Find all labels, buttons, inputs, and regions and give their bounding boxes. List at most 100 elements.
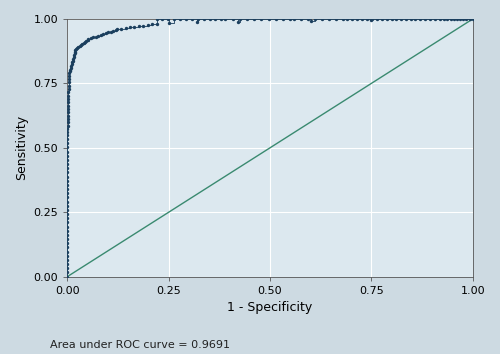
Point — [459, 16, 467, 22]
Y-axis label: Sensitivity: Sensitivity — [15, 115, 28, 181]
Point — [311, 16, 319, 22]
Point — [64, 123, 72, 129]
Point — [67, 65, 75, 70]
Point — [468, 16, 476, 22]
Point — [102, 30, 110, 36]
Point — [64, 120, 72, 125]
Point — [66, 70, 74, 76]
Point — [64, 170, 72, 175]
Point — [64, 253, 72, 259]
Point — [67, 63, 75, 69]
Point — [348, 16, 356, 22]
Point — [64, 153, 72, 159]
Point — [440, 16, 448, 22]
Point — [152, 16, 160, 22]
Point — [264, 16, 272, 22]
Point — [358, 16, 366, 22]
Point — [64, 165, 72, 171]
Point — [110, 28, 118, 34]
Point — [126, 24, 134, 30]
Point — [64, 245, 72, 250]
Point — [466, 16, 473, 22]
Point — [76, 43, 84, 48]
Point — [64, 216, 72, 221]
Point — [135, 23, 143, 29]
Point — [158, 16, 166, 22]
Point — [64, 99, 72, 105]
Point — [64, 207, 72, 213]
Point — [363, 16, 371, 22]
Point — [64, 109, 72, 115]
Point — [64, 178, 72, 184]
Point — [64, 261, 72, 267]
Point — [304, 16, 312, 22]
Point — [64, 266, 72, 271]
Point — [406, 16, 414, 22]
Point — [64, 96, 72, 102]
Point — [140, 23, 147, 28]
Point — [64, 106, 72, 112]
Point — [432, 16, 440, 22]
Point — [152, 21, 160, 27]
Point — [64, 232, 72, 238]
Point — [450, 16, 458, 22]
Point — [78, 41, 86, 46]
Point — [64, 103, 72, 109]
Point — [64, 240, 72, 246]
Point — [92, 34, 100, 39]
Point — [279, 16, 287, 22]
Point — [107, 29, 115, 34]
Point — [373, 16, 381, 22]
Point — [64, 132, 72, 138]
Point — [64, 274, 72, 279]
Point — [64, 195, 72, 200]
Point — [84, 36, 92, 42]
Point — [193, 19, 201, 25]
Point — [200, 16, 207, 22]
Point — [97, 32, 105, 38]
Point — [73, 45, 81, 51]
Point — [64, 203, 72, 209]
Point — [64, 257, 72, 263]
Point — [130, 24, 138, 30]
Point — [84, 37, 92, 42]
Point — [64, 161, 72, 167]
Point — [74, 44, 82, 50]
Point — [64, 190, 72, 196]
Point — [462, 16, 470, 22]
Point — [82, 38, 90, 44]
Point — [68, 61, 76, 67]
Point — [64, 116, 72, 122]
Point — [113, 27, 121, 32]
Point — [396, 16, 404, 22]
Point — [72, 47, 80, 53]
Point — [298, 16, 306, 22]
Point — [176, 16, 184, 22]
Point — [170, 16, 178, 22]
Point — [122, 25, 130, 31]
Point — [250, 16, 258, 22]
Point — [100, 31, 108, 37]
Point — [194, 16, 202, 22]
Point — [318, 16, 326, 22]
Point — [65, 76, 73, 82]
Point — [69, 56, 77, 62]
Point — [306, 18, 314, 24]
Point — [68, 58, 76, 63]
Point — [182, 16, 190, 22]
Point — [325, 16, 333, 22]
Point — [112, 27, 120, 33]
Point — [286, 16, 294, 22]
Point — [66, 67, 74, 72]
Point — [243, 16, 251, 22]
Point — [66, 68, 74, 74]
Point — [382, 16, 390, 22]
Point — [388, 16, 396, 22]
Point — [64, 236, 72, 242]
Point — [368, 16, 376, 22]
Point — [368, 17, 376, 23]
Point — [218, 16, 226, 22]
Point — [81, 39, 89, 45]
Point — [416, 16, 424, 22]
Point — [117, 26, 125, 32]
